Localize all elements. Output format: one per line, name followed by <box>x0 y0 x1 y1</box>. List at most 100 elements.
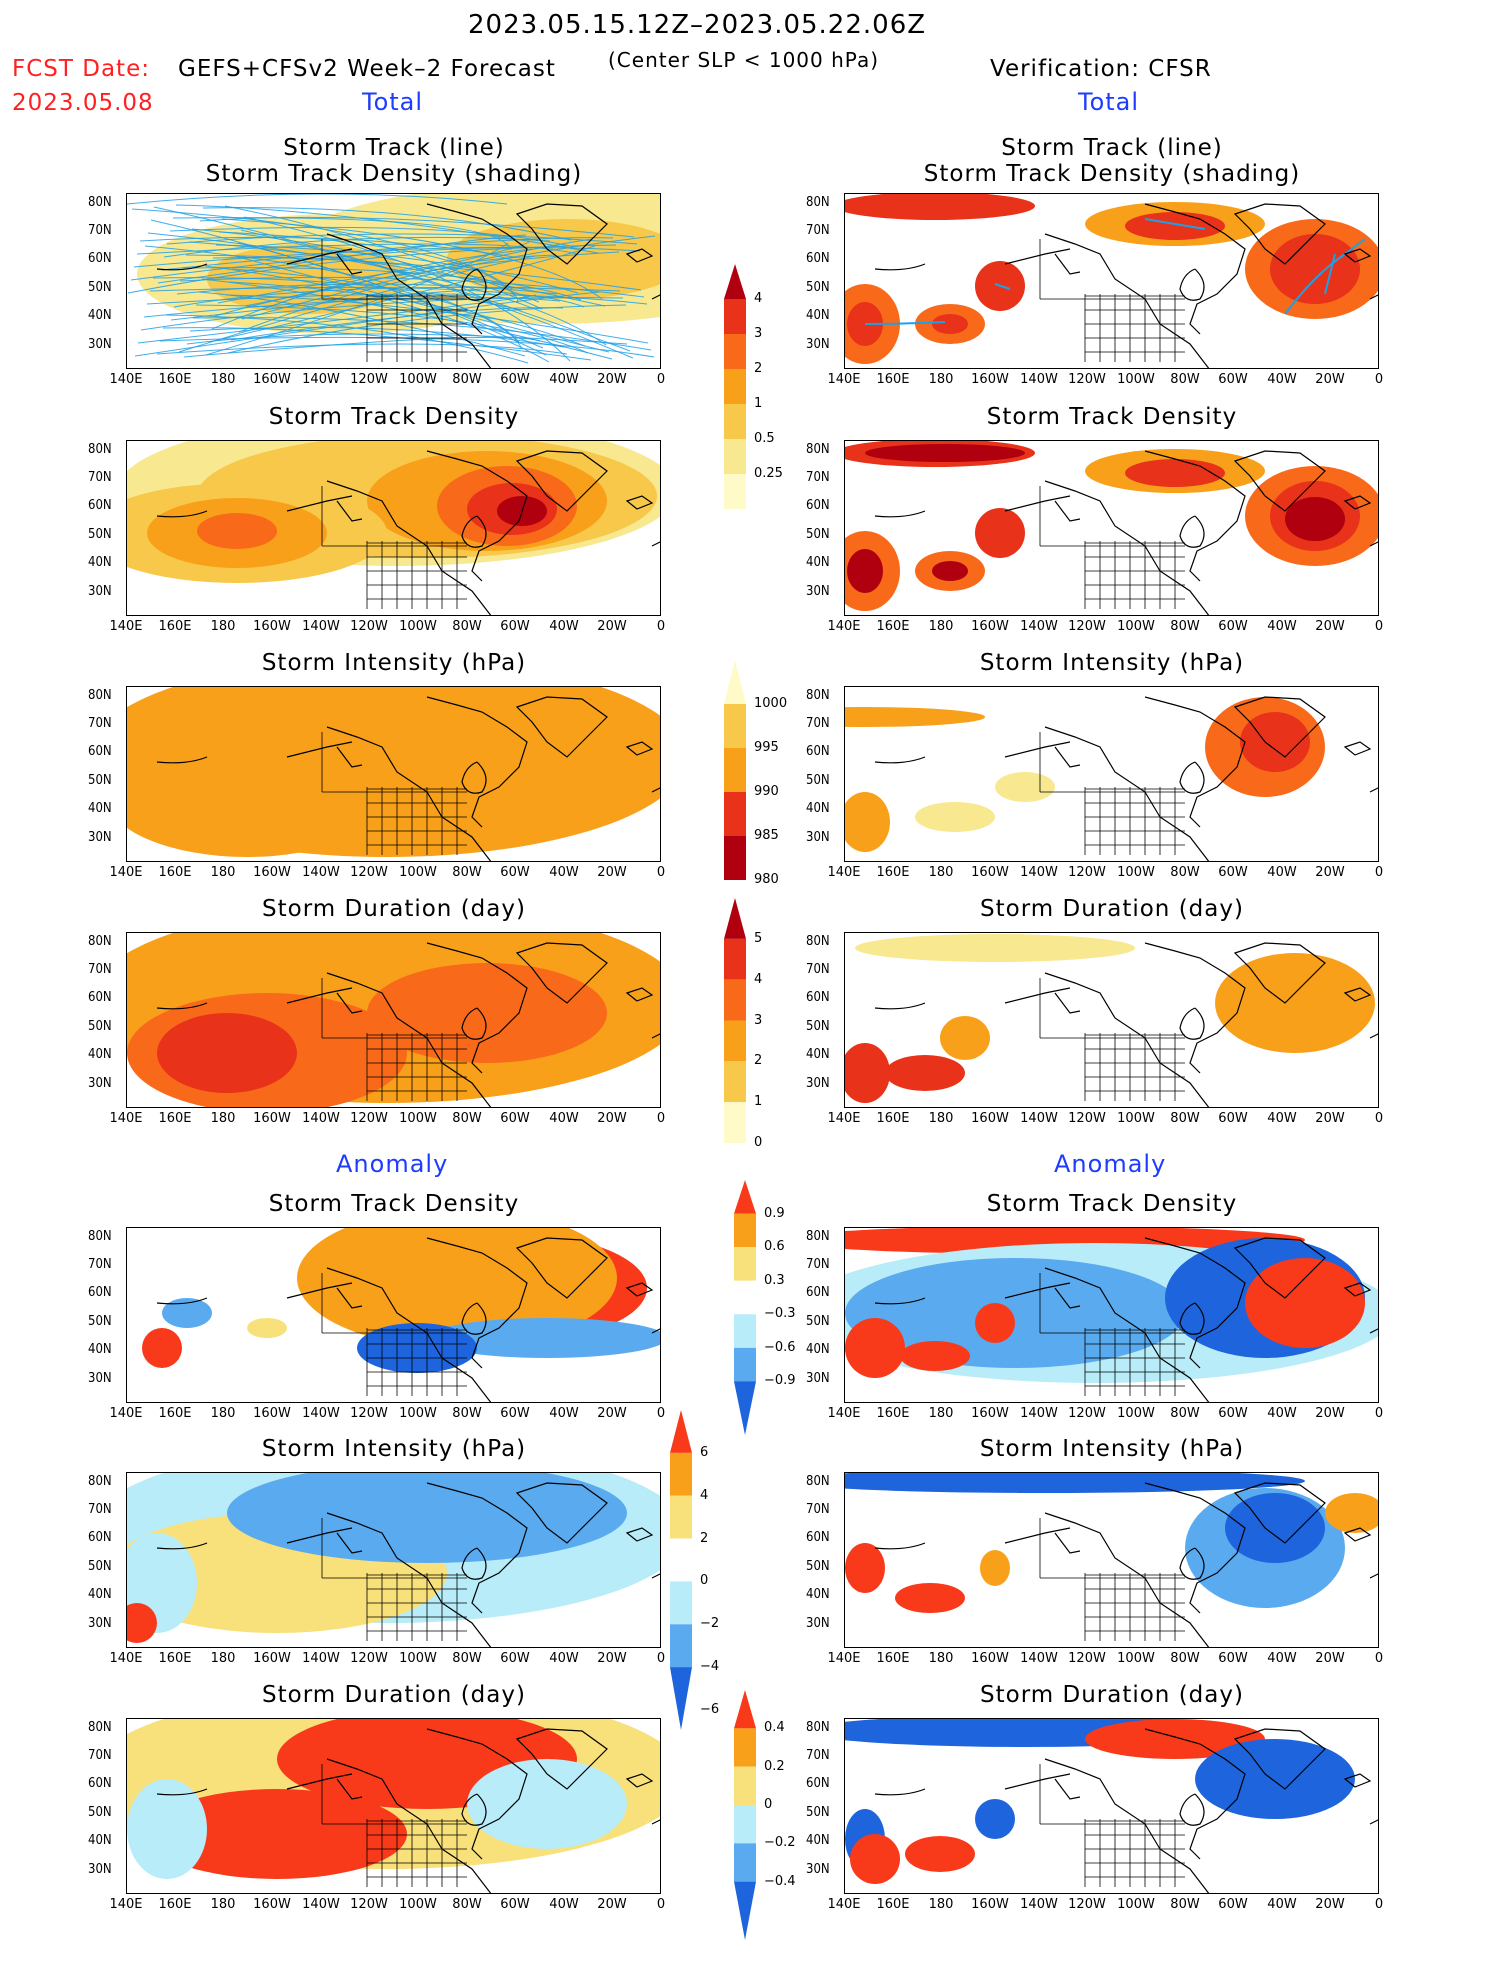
lat-tick-label: 70N <box>88 1502 112 1517</box>
lon-tick-label: 20W <box>1315 1406 1345 1421</box>
colorbar-label: 6 <box>700 1444 709 1460</box>
lon-tick-label: 140E <box>827 1406 861 1421</box>
lon-tick-label: 140W <box>1020 1897 1058 1912</box>
shaded-region <box>257 687 657 782</box>
lon-tick-label: 0 <box>656 372 666 387</box>
colorbar-swatch <box>724 334 746 369</box>
lat-tick-label: 60N <box>806 1776 830 1791</box>
colorbar-swatch <box>724 898 746 939</box>
colorbar-label: −6 <box>700 1702 720 1717</box>
lon-tick-label: 140W <box>1020 619 1058 634</box>
lon-tick-label: 40W <box>1267 1897 1297 1912</box>
lat-tick-label: 80N <box>806 1229 830 1244</box>
lat-tick-label: 50N <box>88 280 112 295</box>
lon-tick-label: 180 <box>928 865 954 880</box>
colorbar-swatch <box>734 1247 756 1281</box>
colorbar-label: 3 <box>754 1012 763 1028</box>
colorbar-swatch <box>670 1624 692 1668</box>
shaded-region <box>940 1016 990 1060</box>
colorbar-swatch <box>724 792 746 836</box>
map-canvas <box>127 933 660 1107</box>
colorbar-duration: 5 4 3 2 1 0 <box>724 898 762 1187</box>
lon-tick-label: 160W <box>253 1897 291 1912</box>
shaded-region <box>162 1298 212 1328</box>
colorbar-label: 0.4 <box>764 1720 785 1736</box>
lat-tick-label: 60N <box>88 498 112 513</box>
lon-tick-label: 180 <box>210 619 236 634</box>
panel-title-track-density-shading: Storm Track Density (shading) <box>205 161 583 187</box>
shaded-region <box>975 1799 1015 1839</box>
shaded-region <box>915 802 995 832</box>
map-canvas <box>127 687 660 861</box>
lat-tick-label: 30N <box>806 584 830 599</box>
lat-tick-label: 40N <box>806 1833 830 1848</box>
colorbar-label: 995 <box>754 740 779 755</box>
lon-tick-label: 20W <box>1315 1111 1345 1126</box>
lat-tick-label: 70N <box>806 962 830 977</box>
panel-title-track-line: Storm Track (line) <box>283 135 505 161</box>
shaded-region <box>847 549 883 593</box>
storm-track-line <box>225 294 649 344</box>
lon-tick-label: 160E <box>876 372 910 387</box>
map-canvas <box>845 934 1378 1107</box>
storm-track-line <box>136 243 578 255</box>
storm-track-line <box>227 304 627 354</box>
lon-tick-label: 120W <box>1068 1111 1106 1126</box>
lon-tick-label: 100W <box>1117 1651 1155 1666</box>
lon-tick-label: 160E <box>158 1111 192 1126</box>
storm-track-line <box>224 205 540 303</box>
lat-tick-label: 30N <box>806 1616 830 1631</box>
lon-tick-label: 60W <box>1218 1651 1248 1666</box>
storm-track-line <box>127 194 508 205</box>
lon-tick-label: 80W <box>1170 619 1200 634</box>
lat-tick-label: 70N <box>88 962 112 977</box>
lon-tick-label: 20W <box>1315 1897 1345 1912</box>
lat-tick-label: 60N <box>806 1285 830 1300</box>
lon-tick-label: 160W <box>253 865 291 880</box>
lon-tick-label: 180 <box>210 865 236 880</box>
lon-tick-label: 0 <box>656 1111 666 1126</box>
lat-tick-label: 50N <box>806 1559 830 1574</box>
lat-tick-label: 30N <box>806 337 830 352</box>
lon-tick-label: 160E <box>876 1406 910 1421</box>
model-label: GEFS+CFSv2 Week–2 Forecast <box>178 56 556 82</box>
lon-tick-label: 80W <box>1170 372 1200 387</box>
shaded-region <box>142 1328 182 1368</box>
lon-tick-label: 140W <box>302 1651 340 1666</box>
map-panel-aIntV <box>844 1472 1379 1648</box>
lon-tick-label: 140W <box>302 1406 340 1421</box>
lat-tick-label: 40N <box>806 555 830 570</box>
lon-tick-label: 160W <box>253 619 291 634</box>
lat-tick-label: 70N <box>88 1257 112 1272</box>
lon-tick-label: 140W <box>1020 1406 1058 1421</box>
lon-tick-label: 60W <box>500 1897 530 1912</box>
lat-tick-label: 30N <box>88 584 112 599</box>
colorbar-anom-intensity: 6 4 2 0 −2 −4 −6 <box>670 1410 719 1754</box>
lon-tick-label: 20W <box>597 1406 627 1421</box>
colorbar-label: 1 <box>754 1094 763 1110</box>
storm-track-line <box>864 321 946 325</box>
colorbar-swatch <box>734 1766 756 1805</box>
lon-tick-label: 0 <box>1374 1897 1384 1912</box>
lon-tick-label: 120W <box>1068 1651 1106 1666</box>
lat-tick-label: 80N <box>88 1474 112 1489</box>
lon-tick-label: 40W <box>549 619 579 634</box>
shaded-region <box>127 1603 157 1643</box>
colorbar-label: 0.3 <box>764 1272 785 1288</box>
colorbar-swatch <box>724 404 746 439</box>
colorbar-label: 0.25 <box>754 466 783 481</box>
shaded-region <box>980 1550 1010 1586</box>
storm-track-line <box>1144 218 1206 230</box>
section-anomaly-left: Anomaly <box>336 1150 449 1178</box>
storm-track-line <box>140 297 624 331</box>
lon-tick-label: 180 <box>210 1406 236 1421</box>
storm-track-line <box>228 281 586 347</box>
lon-tick-label: 180 <box>210 372 236 387</box>
lat-tick-label: 40N <box>88 801 112 816</box>
shaded-region <box>367 963 607 1063</box>
colorbar-label: 990 <box>754 784 779 799</box>
lat-tick-label: 70N <box>806 1257 830 1272</box>
lon-tick-label: 140E <box>109 1897 143 1912</box>
lat-tick-label: 70N <box>88 716 112 731</box>
lon-tick-label: 60W <box>1218 1406 1248 1421</box>
